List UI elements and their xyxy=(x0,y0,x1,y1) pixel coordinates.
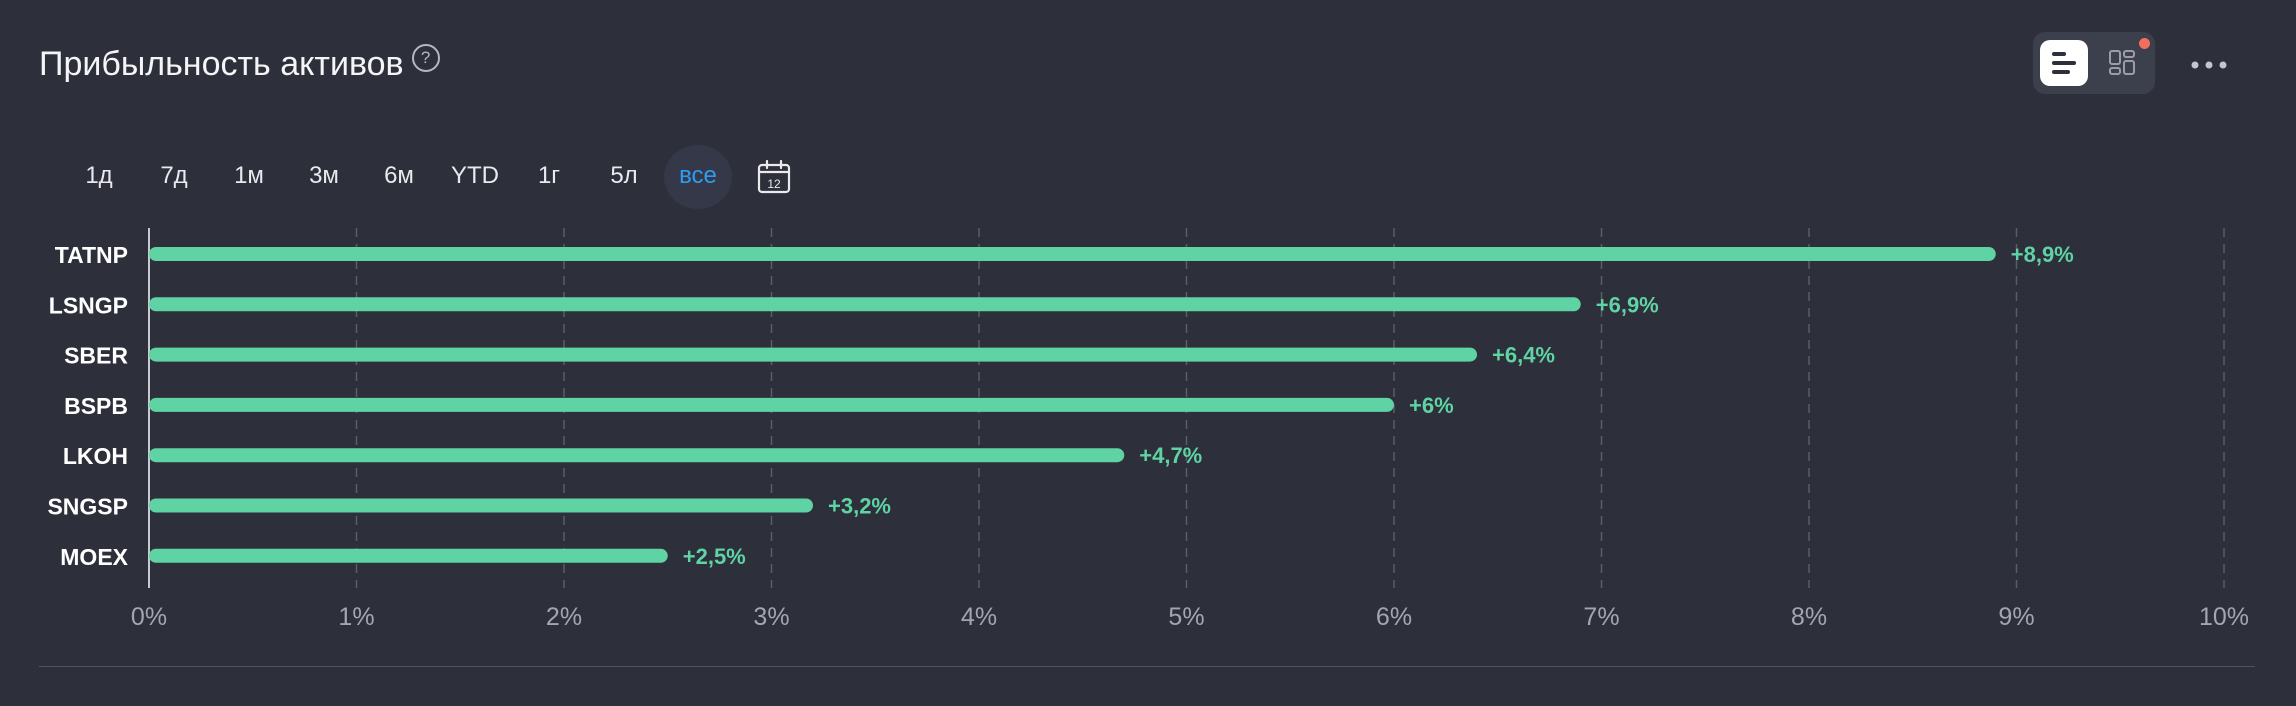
period-ytd[interactable]: YTD xyxy=(451,162,499,189)
x-tick-label: 8% xyxy=(1791,603,1827,631)
x-tick-label: 1% xyxy=(338,603,374,631)
x-tick-label: 9% xyxy=(1998,603,2034,631)
category-label: LKOH xyxy=(63,443,128,469)
x-tick-label: 2% xyxy=(546,603,582,631)
value-label: +4,7% xyxy=(1139,443,1202,468)
value-label: +3,2% xyxy=(828,494,891,519)
header: Прибыльность активов ? xyxy=(39,38,440,90)
grid-layout-icon xyxy=(2109,50,2135,75)
chart-bars: TATNP +8,9% LSNGP +6,9% SBER +6,4% BSPB +6% LKOH… xyxy=(47,242,2073,570)
period-1m[interactable]: 1м xyxy=(234,162,264,189)
category-label: LSNGP xyxy=(49,292,128,318)
x-tick-label: 3% xyxy=(753,603,789,631)
period-6m[interactable]: 6м xyxy=(384,162,414,189)
bar[interactable] xyxy=(149,247,1996,261)
value-label: +6% xyxy=(1409,393,1454,418)
bar[interactable] xyxy=(149,448,1125,463)
period-all[interactable]: все xyxy=(664,145,732,209)
period-1d[interactable]: 1д xyxy=(85,162,113,189)
bar-chart-view-button[interactable] xyxy=(2040,40,2088,86)
notification-dot xyxy=(2139,38,2150,49)
period-1y[interactable]: 1г xyxy=(537,162,561,189)
x-tick-label: 4% xyxy=(961,603,997,631)
x-axis-ticks: 0% 1% 2% 3% 4% 5% 6% 7% 8% 9% 10% xyxy=(131,603,2249,631)
more-button[interactable] xyxy=(2186,48,2232,82)
period-3m[interactable]: 3м xyxy=(309,162,339,189)
bar[interactable] xyxy=(149,297,1581,312)
period-5y[interactable]: 5л xyxy=(610,162,638,189)
bar-chart-icon xyxy=(2052,52,2076,74)
category-label: SNGSP xyxy=(47,494,128,520)
calendar-icon: 12 xyxy=(757,159,791,194)
page-title: Прибыльность активов xyxy=(39,45,404,83)
more-horizontal-icon xyxy=(2191,61,2227,69)
category-label: BSPB xyxy=(64,393,128,419)
grid-view-button[interactable] xyxy=(2098,40,2146,86)
category-label: SBER xyxy=(64,343,128,369)
calendar-day: 12 xyxy=(767,177,781,191)
x-tick-label: 7% xyxy=(1583,603,1619,631)
x-tick-label: 0% xyxy=(131,603,167,631)
bar[interactable] xyxy=(149,347,1477,362)
x-tick-label: 10% xyxy=(2199,603,2249,631)
x-tick-label: 5% xyxy=(1168,603,1204,631)
question-circle-icon[interactable]: ? xyxy=(411,44,440,72)
category-label: MOEX xyxy=(60,544,128,570)
value-label: +2,5% xyxy=(683,544,746,569)
value-label: +6,9% xyxy=(1596,292,1659,317)
view-toggle xyxy=(2033,32,2155,94)
bottom-divider xyxy=(39,666,2255,667)
x-tick-label: 6% xyxy=(1376,603,1412,631)
calendar-button[interactable]: 12 xyxy=(756,159,792,195)
period-7d[interactable]: 7д xyxy=(160,162,188,189)
value-label: +8,9% xyxy=(2011,242,2074,267)
bar[interactable] xyxy=(149,548,668,563)
bar[interactable] xyxy=(149,498,813,513)
value-label: +6,4% xyxy=(1492,343,1555,368)
category-label: TATNP xyxy=(55,242,128,268)
bar[interactable] xyxy=(149,397,1394,412)
